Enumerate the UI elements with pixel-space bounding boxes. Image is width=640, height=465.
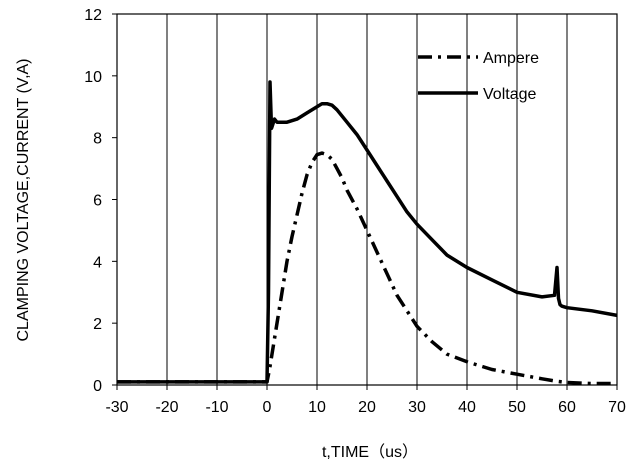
x-tick-label-1: -20 <box>155 399 178 416</box>
y-tick-label-2: 4 <box>93 254 102 271</box>
x-tick-label-5: 20 <box>358 399 376 416</box>
x-tick-label-7: 40 <box>458 399 476 416</box>
y-tick-label-6: 12 <box>84 7 102 24</box>
x-tick-label-4: 10 <box>308 399 326 416</box>
tick-layer: -30 -20 -10 0 10 20 30 40 50 60 70 0 2 4 6 8 10 12 <box>84 7 626 416</box>
y-tick-label-1: 2 <box>93 316 102 333</box>
y-axis-label: CLAMPING VOLTAGE,CURRENT (V,A) <box>15 58 32 341</box>
legend: Ampere Voltage <box>418 50 539 103</box>
x-tick-label-10: 70 <box>608 399 626 416</box>
y-tick-label-4: 8 <box>93 131 102 148</box>
x-tick-label-6: 30 <box>408 399 426 416</box>
y-tick-label-5: 10 <box>84 69 102 86</box>
x-tick-label-8: 50 <box>508 399 526 416</box>
x-tick-label-0: -30 <box>105 399 128 416</box>
x-tick-label-3: 0 <box>263 399 272 416</box>
x-tick-label-9: 60 <box>558 399 576 416</box>
y-tick-label-0: 0 <box>93 378 102 395</box>
x-tick-label-2: -10 <box>205 399 228 416</box>
y-tick-label-3: 6 <box>93 193 102 210</box>
legend-voltage-label: Voltage <box>483 86 536 103</box>
x-axis-label: t,TIME（us） <box>322 443 418 461</box>
grid-layer <box>167 14 567 385</box>
legend-ampere-label: Ampere <box>483 50 539 67</box>
